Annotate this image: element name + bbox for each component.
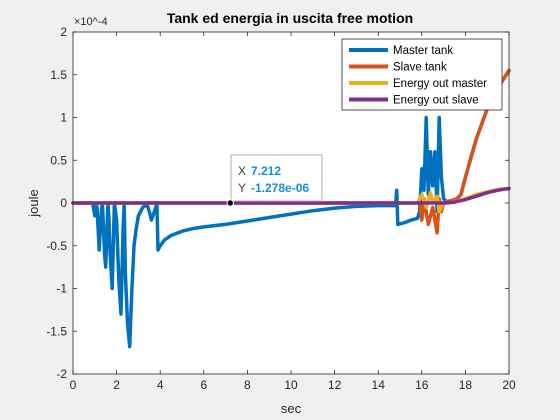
y-tick-label: -1 — [56, 282, 67, 296]
x-tick-label: 20 — [502, 378, 516, 392]
x-tick-label: 12 — [328, 378, 342, 392]
y-tick-label: 0.5 — [50, 153, 67, 167]
y-tick-label: -2 — [56, 367, 67, 381]
legend-label-1: Master tank — [393, 45, 453, 57]
axes-box — [72, 31, 510, 375]
y-tick-labels: -2 -1.5 -1 -0.5 0 0.5 1 1.5 2 — [46, 25, 67, 381]
x-tick-label: 18 — [459, 378, 473, 392]
datatip-y-label: Y — [238, 181, 246, 195]
y-tick-label: 1 — [60, 111, 67, 125]
x-tick-label: 8 — [244, 378, 251, 392]
datatip-x-label: X — [238, 164, 246, 178]
y-exponent-label: ×10^-4 — [74, 16, 108, 28]
y-tick-label: -1.5 — [46, 324, 67, 338]
x-tick-label: 6 — [200, 378, 207, 392]
series-lines — [71, 68, 511, 349]
series-line-4[interactable] — [71, 186, 511, 205]
datatip-y-value: -1.278e-06 — [251, 181, 309, 195]
x-tick-label: 10 — [284, 378, 298, 392]
y-axis-label: joule — [26, 189, 41, 217]
x-tick-labels: 0 2 4 6 8 10 12 14 16 18 20 — [70, 378, 516, 392]
datatip-box — [230, 154, 323, 202]
series-line-1[interactable] — [71, 68, 511, 349]
datatip-marker[interactable] — [226, 199, 234, 207]
legend-label-4: Energy out slave — [393, 95, 479, 107]
y-tick-label: 1.5 — [50, 68, 67, 82]
legend: Master tank Slave tank Energy out master En… — [341, 38, 503, 111]
chart-title: Tank ed energia in uscita free motion — [167, 10, 413, 26]
x-axis-label: sec — [281, 401, 302, 416]
legend-label-2: Slave tank — [393, 62, 447, 74]
x-tick-label: 2 — [113, 378, 120, 392]
x-tick-label: 4 — [157, 378, 164, 392]
y-tick-label: 0 — [60, 196, 67, 210]
legend-label-3: Energy out master — [393, 78, 487, 90]
x-tick-label: 16 — [415, 378, 429, 392]
y-tick-label: 2 — [60, 25, 67, 39]
x-tick-label: 0 — [70, 378, 77, 392]
datatip[interactable]: X 7.212 Y -1.278e-06 — [226, 154, 323, 207]
x-tick-label: 14 — [372, 378, 386, 392]
y-tick-label: -0.5 — [46, 239, 67, 253]
datatip-x-value: 7.212 — [251, 164, 281, 178]
